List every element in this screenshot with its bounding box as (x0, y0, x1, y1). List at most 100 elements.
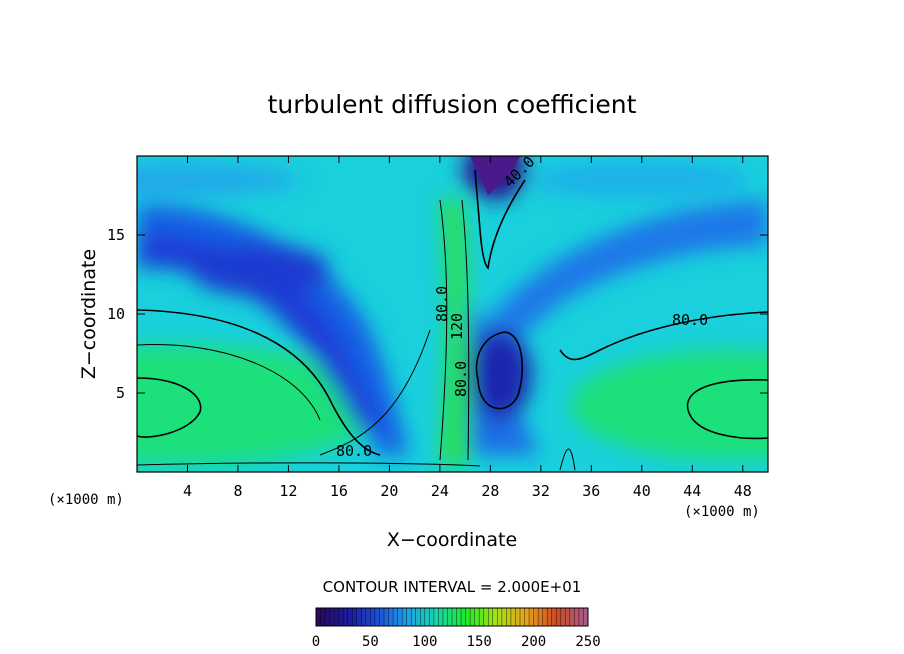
colorbar-cell (479, 608, 485, 626)
colorbar-cell (329, 608, 335, 626)
colorbar-cell (356, 608, 362, 626)
colorbar-cell (397, 608, 403, 626)
x-unit-right: (×1000 m) (684, 504, 760, 520)
colorbar-cell (515, 608, 521, 626)
colorbar-cell (470, 608, 475, 626)
colorbar-cell (433, 608, 439, 626)
colorbar-cell (370, 608, 376, 626)
colorbar-cell (560, 608, 566, 626)
colorbar-cell (488, 608, 494, 626)
colorbar-cell (533, 608, 539, 626)
colorbar-cell (569, 608, 575, 626)
colorbar-tick-label: 50 (362, 634, 379, 650)
colorbar-cell (402, 608, 407, 626)
colorbar-tick-label: 200 (521, 634, 546, 650)
colorbar-cell (361, 608, 367, 626)
y-axis-label: Z−coordinate (78, 249, 100, 379)
colorbar-ticks: 0 50 100 150 200 250 (312, 634, 601, 650)
colorbar-cell (393, 608, 398, 626)
colorbar-frame (315, 607, 589, 627)
colorbar-cell (551, 608, 557, 626)
colorbar-cell (501, 608, 507, 626)
colorbar-cell (565, 608, 571, 626)
colorbar-cell (406, 608, 412, 626)
colorbar-cell (447, 608, 453, 626)
field-shading (137, 156, 768, 465)
colorbar-cell (542, 608, 548, 626)
field-minimum-top (470, 156, 520, 195)
colorbar-cell (547, 608, 553, 626)
x-tick-label: 44 (683, 482, 701, 500)
colorbar-cell (316, 608, 321, 626)
colorbar-cell (352, 608, 358, 626)
colorbar-cell (461, 608, 466, 626)
contour-interval-text: CONTOUR INTERVAL = 2.000E+01 (323, 578, 582, 596)
colorbar-tick-label: 0 (312, 634, 320, 650)
colorbar-cell (474, 608, 480, 626)
colorbar-cell (343, 608, 349, 626)
colorbar-cell (338, 608, 344, 626)
contour-lines (137, 169, 768, 471)
colorbar-cell (374, 608, 380, 626)
x-tick-label: 24 (431, 482, 449, 500)
colorbar-tick-label: 150 (467, 634, 492, 650)
colorbar-cell (497, 608, 503, 626)
colorbar-cell (578, 608, 584, 626)
contour-label: 120 (448, 313, 466, 340)
colorbar-cell (384, 608, 389, 626)
colorbar-cell (424, 608, 430, 626)
colorbar-cell (388, 608, 394, 626)
colorbar-cell (506, 608, 512, 626)
colorbar-cell (456, 608, 462, 626)
chart-title: turbulent diffusion coefficient (268, 90, 637, 119)
y-tick-label: 15 (107, 226, 125, 244)
colorbar-cell (520, 608, 525, 626)
colorbar-cell (347, 608, 353, 626)
plot-area (137, 156, 768, 472)
contour-label: 80.0 (336, 442, 372, 460)
x-unit-left: (×1000 m) (48, 492, 124, 508)
colorbar-cell (465, 608, 471, 626)
contour-label: 80.0 (452, 361, 470, 397)
colorbar-cell (583, 608, 589, 626)
colorbar-cell (556, 608, 562, 626)
x-tick-label: 16 (330, 482, 348, 500)
x-tick-label: 8 (233, 482, 242, 500)
contour-label: 80.0 (672, 311, 708, 329)
colorbar-cell (365, 608, 371, 626)
x-tick-label: 20 (380, 482, 398, 500)
colorbar-tick-label: 100 (412, 634, 437, 650)
contour-labels: 40.0 80.0 80.0 120 80.0 80.0 (336, 153, 708, 460)
colorbar-cell (379, 608, 385, 626)
x-tick-label: 4 (183, 482, 192, 500)
y-axis: 5 10 15 (107, 226, 768, 402)
colorbar-cell (334, 608, 339, 626)
colorbar-cell (452, 608, 457, 626)
colorbar-cell (420, 608, 426, 626)
x-axis-label: X−coordinate (387, 529, 517, 551)
colorbar-cell (492, 608, 498, 626)
x-tick-label: 32 (532, 482, 550, 500)
x-tick-label: 28 (481, 482, 499, 500)
colorbar-cell (325, 608, 330, 626)
x-axis: 4 8 12 16 20 24 28 32 36 40 44 48 (183, 156, 752, 500)
colorbar-cell (429, 608, 435, 626)
colorbar-cell (574, 608, 580, 626)
x-tick-label: 40 (633, 482, 651, 500)
colorbar-cell (442, 608, 448, 626)
colorbar-cell (538, 608, 543, 626)
colorbar-cell (411, 608, 417, 626)
colorbar-cell (524, 608, 530, 626)
colorbar-cell (483, 608, 489, 626)
colorbar-cell (529, 608, 534, 626)
colorbar-cell (510, 608, 516, 626)
colorbar-cell (415, 608, 421, 626)
y-tick-label: 10 (107, 305, 125, 323)
colorbar-cell (320, 608, 326, 626)
x-tick-label: 12 (279, 482, 297, 500)
colorbar-tick-label: 250 (575, 634, 600, 650)
colorbar (315, 607, 589, 627)
contour-label: 80.0 (433, 286, 451, 322)
colorbar-cell (438, 608, 444, 626)
